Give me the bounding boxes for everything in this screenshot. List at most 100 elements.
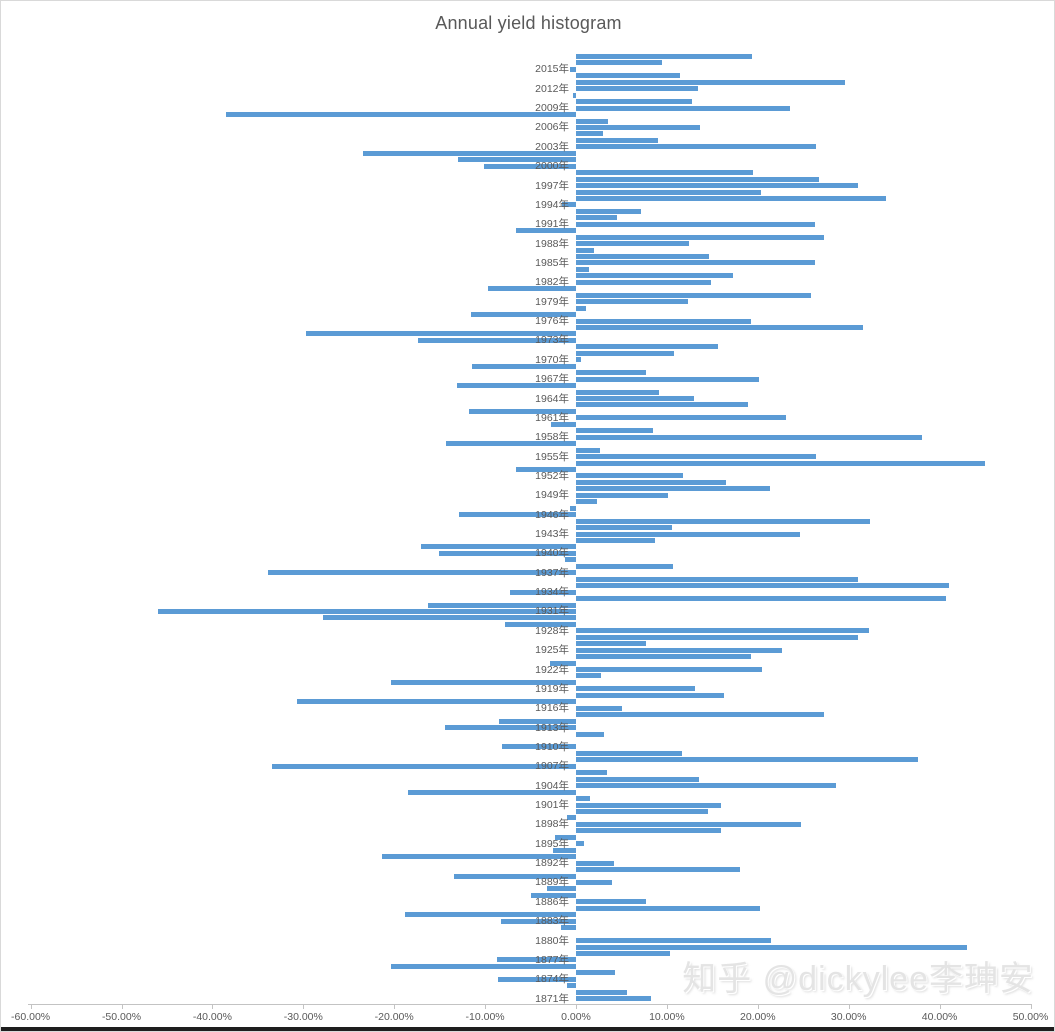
bar-1921 — [576, 673, 601, 679]
bar-1925 — [576, 647, 783, 653]
bar-1966 — [456, 383, 576, 389]
category-label-1955: 1955年 — [535, 450, 569, 463]
bar-2017 — [576, 54, 753, 59]
bar-1996 — [576, 189, 761, 195]
bar-1946 — [458, 512, 576, 518]
bar-1919 — [576, 686, 696, 692]
bar-1922 — [576, 667, 763, 673]
bar-1977 — [471, 312, 576, 318]
chart-title: Annual yield histogram — [435, 13, 622, 33]
bar-1926 — [576, 641, 646, 647]
category-label-1907: 1907年 — [535, 760, 569, 773]
bottom-edge-strip — [1, 1027, 1054, 1031]
category-label-2015: 2015年 — [535, 63, 569, 76]
category-label-1919: 1919年 — [535, 682, 569, 695]
bar-1973 — [417, 337, 576, 343]
bar-1930 — [323, 615, 576, 621]
bar-1995 — [576, 195, 886, 201]
bar-2004 — [576, 137, 658, 143]
bar-1944 — [576, 525, 673, 531]
category-label-1952: 1952年 — [535, 469, 569, 482]
bar-1951 — [576, 479, 726, 485]
category-label-1994: 1994年 — [535, 198, 569, 211]
category-label-1988: 1988年 — [535, 237, 569, 250]
category-label-1895: 1895年 — [535, 837, 569, 850]
bar-1871 — [576, 996, 651, 1002]
category-label-2009: 2009年 — [535, 102, 569, 115]
bar-1947 — [569, 505, 576, 511]
bar-1941 — [421, 544, 576, 550]
bar-1992 — [576, 215, 617, 221]
category-label-1964: 1964年 — [535, 392, 569, 405]
x-axis-tick — [757, 1004, 759, 1009]
bar-1904 — [576, 783, 836, 789]
bar-1893 — [382, 854, 576, 860]
bar-1877 — [496, 957, 576, 963]
bar-1933 — [576, 596, 946, 602]
x-axis-tick — [30, 1004, 32, 1009]
bar-1989 — [576, 234, 825, 240]
bar-1943 — [576, 531, 800, 537]
bar-1910 — [502, 744, 576, 750]
category-label-1958: 1958年 — [535, 431, 569, 444]
bar-1967 — [576, 376, 759, 382]
x-axis-tick — [848, 1004, 850, 1009]
bar-1872 — [576, 989, 627, 995]
bar-1975 — [576, 325, 864, 331]
category-label-1982: 1982年 — [535, 276, 569, 289]
bar-1876 — [390, 963, 576, 969]
x-axis-tick-label: 30.00% — [830, 1011, 867, 1023]
x-axis-tick — [303, 1004, 305, 1009]
category-label-1985: 1985年 — [535, 256, 569, 269]
category-label-1874: 1874年 — [535, 973, 569, 986]
bar-1914 — [498, 718, 576, 724]
category-label-1871: 1871年 — [535, 992, 569, 1005]
bar-1895 — [576, 841, 585, 847]
bar-1987 — [576, 247, 595, 253]
bar-1891 — [576, 867, 740, 873]
bar-1953 — [516, 466, 576, 472]
x-axis-tick — [576, 1004, 577, 1009]
bar-1963 — [576, 402, 748, 408]
bar-1993 — [576, 208, 641, 214]
x-axis-tick — [485, 1004, 487, 1009]
x-axis-tick — [666, 1004, 668, 1009]
bar-2000 — [484, 163, 576, 169]
category-label-1913: 1913年 — [535, 721, 569, 734]
bar-1964 — [576, 396, 695, 401]
bar-1934 — [509, 589, 576, 595]
bar-1916 — [576, 705, 623, 711]
bar-1984 — [576, 266, 589, 272]
bar-1923 — [549, 660, 576, 666]
category-label-1970: 1970年 — [535, 353, 569, 366]
x-axis-tick — [1030, 1004, 1032, 1009]
bar-1902 — [576, 796, 590, 802]
category-label-1889: 1889年 — [535, 876, 569, 889]
x-axis-tick-label: 0.00% — [561, 1011, 591, 1023]
bar-1955 — [576, 454, 816, 460]
category-label-1904: 1904年 — [535, 779, 569, 792]
bar-1913 — [445, 725, 576, 731]
category-label-1937: 1937年 — [535, 566, 569, 579]
bar-1999 — [576, 170, 754, 176]
bar-1896 — [555, 834, 576, 840]
category-label-1877: 1877年 — [535, 953, 569, 966]
bar-1873 — [566, 983, 576, 989]
category-label-2000: 2000年 — [535, 160, 569, 173]
x-axis-tick — [939, 1004, 941, 1009]
bar-1950 — [576, 486, 770, 492]
bar-1970 — [576, 357, 581, 363]
x-axis-tick-label: 40.00% — [921, 1011, 958, 1023]
bar-1983 — [576, 273, 734, 279]
bar-1878 — [576, 950, 670, 956]
bar-1936 — [576, 576, 858, 582]
x-axis-tick-label: -20.00% — [374, 1011, 414, 1023]
bar-2006 — [576, 124, 700, 130]
bar-1945 — [576, 518, 870, 524]
category-label-2012: 2012年 — [535, 82, 569, 95]
bar-1979 — [576, 299, 688, 305]
bar-1998 — [576, 176, 819, 182]
bar-1899 — [566, 815, 576, 821]
category-label-1901: 1901年 — [535, 799, 569, 812]
